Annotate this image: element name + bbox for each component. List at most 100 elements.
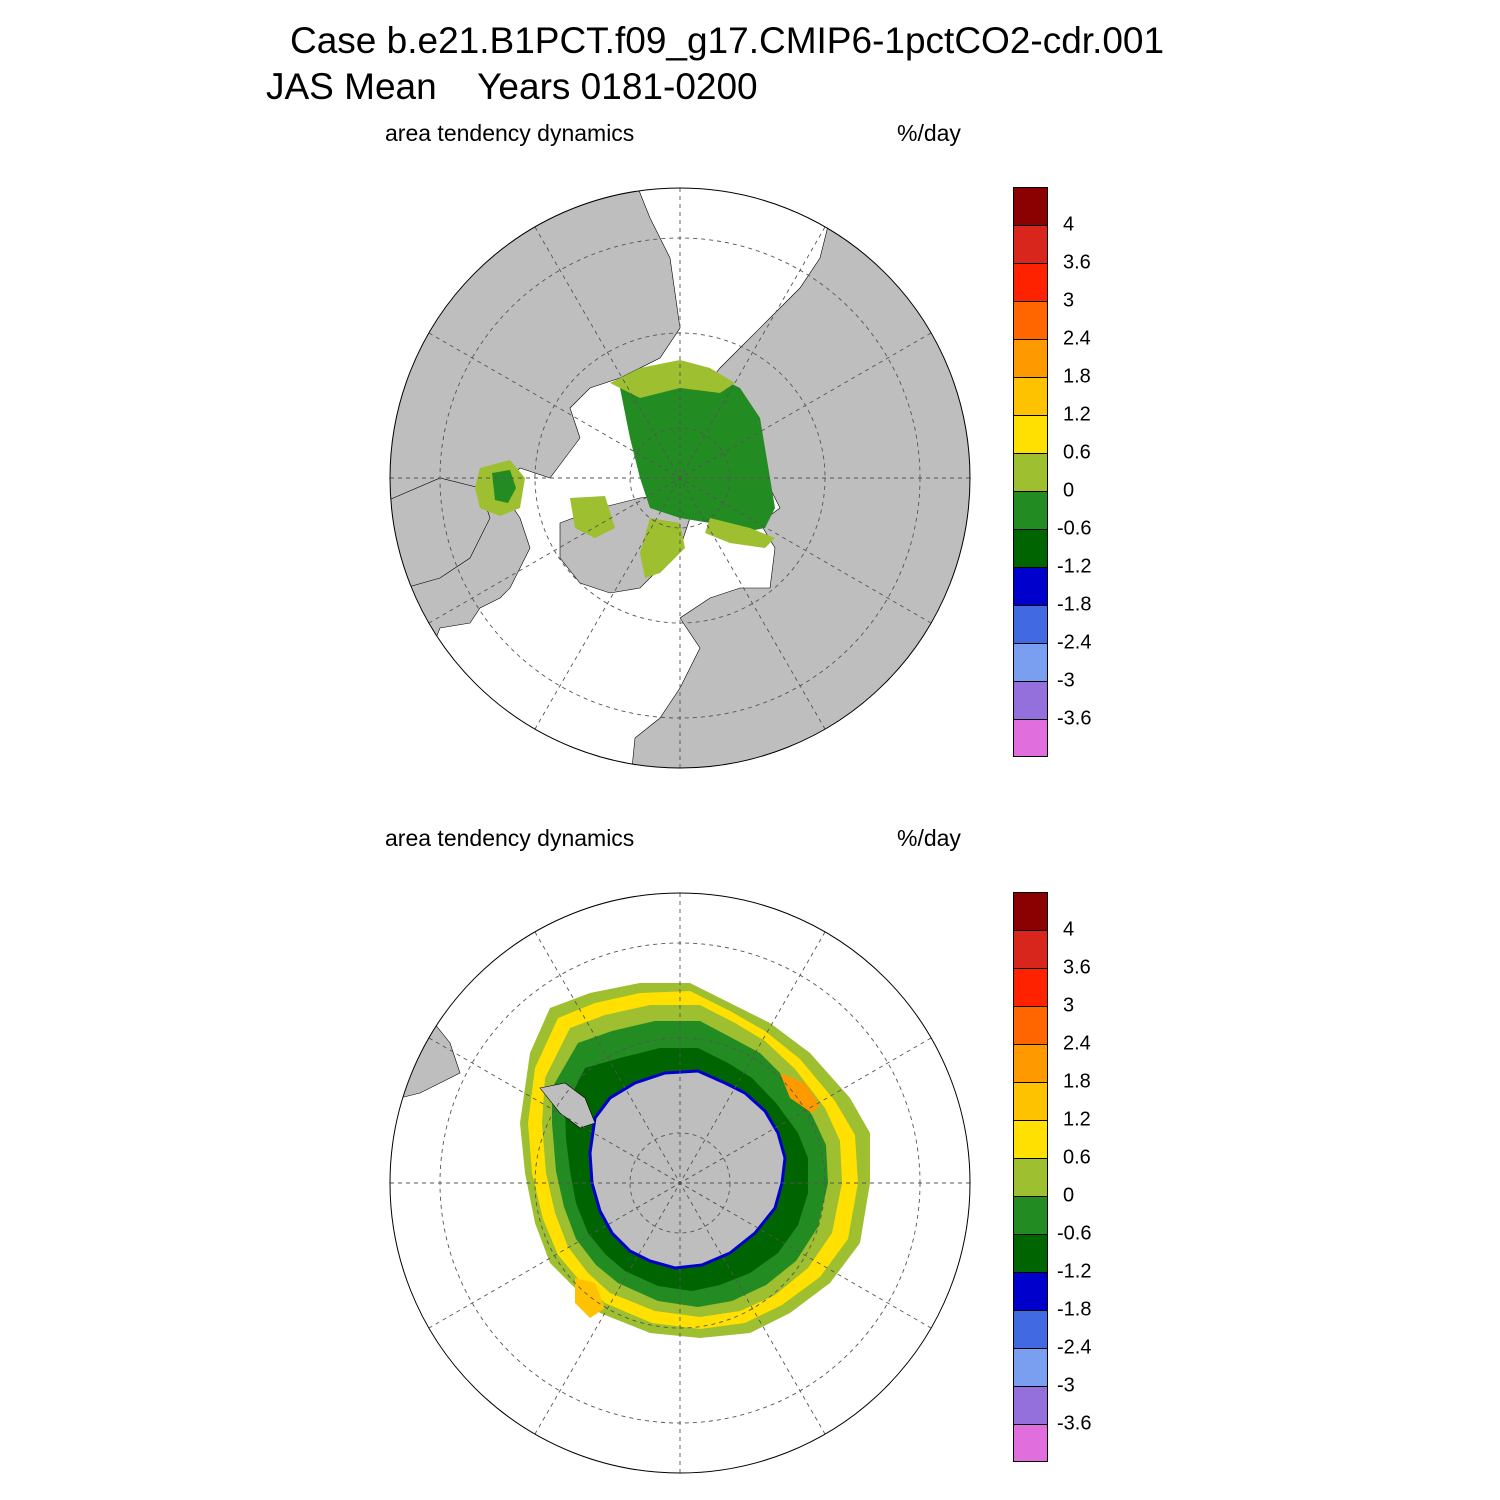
- south-colorbar-swatch: [1013, 1196, 1048, 1234]
- north-colorbar-swatch: [1013, 415, 1048, 453]
- south-colorbar: 4 3.6 3 2.4 1.8 1.2 0.6 0 -0.6 -1.2 -1.8 -2.4 -3 -3.6: [1013, 892, 1091, 1462]
- north-colorbar-label: 3.6: [1063, 251, 1091, 274]
- north-colorbar-tick: [1013, 301, 1048, 302]
- north-colorbar-tick: [1013, 719, 1048, 720]
- north-colorbar-swatch: [1013, 453, 1048, 491]
- south-colorbar-label: -1.2: [1057, 1260, 1092, 1283]
- north-colorbar-swatch: [1013, 377, 1048, 415]
- north-colorbar-label: -1.8: [1057, 593, 1092, 616]
- north-colorbar-swatch: [1013, 643, 1048, 681]
- south-colorbar-tick: [1013, 1158, 1048, 1159]
- north-colorbar-tick: [1013, 529, 1048, 530]
- north-colorbar-label: -3.6: [1057, 707, 1092, 730]
- south-variable-label: area tendency dynamics: [385, 825, 635, 851]
- north-colorbar-label: -3: [1057, 669, 1075, 692]
- north-colorbar-tick: [1013, 643, 1048, 644]
- south-colorbar-tick: [1013, 1272, 1048, 1273]
- south-colorbar-label: 2.4: [1063, 1032, 1091, 1055]
- north-colorbar-tick: [1013, 567, 1048, 568]
- south-colorbar-label: -1.8: [1057, 1298, 1092, 1321]
- north-units-label: %/day: [897, 120, 961, 146]
- south-colorbar-swatch: [1013, 1082, 1048, 1120]
- north-colorbar-tick: [1013, 263, 1048, 264]
- south-colorbar-tick: [1013, 1234, 1048, 1235]
- north-colorbar-tick: [1013, 681, 1048, 682]
- south-colorbar-swatch: [1013, 1272, 1048, 1310]
- south-units-label: %/day: [897, 825, 961, 851]
- north-colorbar-swatch: [1013, 681, 1048, 719]
- south-colorbar-tick: [1013, 1006, 1048, 1007]
- south-colorbar-tick: [1013, 1424, 1048, 1425]
- south-colorbar-swatch: [1013, 1424, 1048, 1462]
- south-colorbar-label: 4: [1063, 918, 1075, 941]
- south-colorbar-tick: [1013, 1120, 1048, 1121]
- north-colorbar-label: 3: [1063, 289, 1075, 312]
- south-colorbar-label: 1.2: [1063, 1108, 1091, 1131]
- north-colorbar-label: 2.4: [1063, 327, 1091, 350]
- south-colorbar-label: 1.8: [1063, 1070, 1091, 1093]
- south-colorbar-swatch: [1013, 892, 1048, 930]
- north-colorbar-tick: [1013, 225, 1048, 226]
- north-colorbar-swatch: [1013, 605, 1048, 643]
- south-ice-edge-blue: [588, 1069, 787, 1270]
- north-colorbar-swatch: [1013, 301, 1048, 339]
- north-colorbar-label: 4: [1063, 213, 1075, 236]
- south-colorbar-tick: [1013, 1044, 1048, 1045]
- south-colorbar-swatch: [1013, 1234, 1048, 1272]
- north-colorbar-tick: [1013, 415, 1048, 416]
- south-colorbar-label: -0.6: [1057, 1222, 1092, 1245]
- north-map-border: [389, 187, 971, 769]
- north-colorbar-swatch: [1013, 719, 1048, 757]
- north-colorbar-label: -2.4: [1057, 631, 1092, 654]
- south-colorbar-swatch: [1013, 1006, 1048, 1044]
- north-colorbar-label: -0.6: [1057, 517, 1092, 540]
- south-landmass-peninsula: [539, 1082, 596, 1129]
- north-colorbar-swatch: [1013, 225, 1048, 263]
- south-colorbar-tick: [1013, 968, 1048, 969]
- north-colorbar-label: 1.8: [1063, 365, 1091, 388]
- north-colorbar-swatch: [1013, 187, 1048, 225]
- north-colorbar: 4 3.6 3 2.4 1.8 1.2 0.6 0 -0.6 -1.2 -1.8 -2.4 -3 -3.6: [1013, 187, 1091, 757]
- north-colorbar-label: 0: [1063, 479, 1075, 502]
- south-graticule: [390, 893, 970, 1473]
- south-colorbar-swatch: [1013, 1158, 1048, 1196]
- south-field-orange-patch-2: [575, 1278, 605, 1318]
- south-colorbar-swatch: [1013, 930, 1048, 968]
- north-polar-map: [389, 187, 971, 769]
- south-map-border: [389, 892, 971, 1474]
- north-graticule: [390, 188, 970, 768]
- south-colorbar-label: 3.6: [1063, 956, 1091, 979]
- south-colorbar-swatch: [1013, 1120, 1048, 1158]
- south-colorbar-swatch: [1013, 1044, 1048, 1082]
- plot-subtitle: JAS Mean Years 0181-0200: [266, 66, 758, 107]
- south-colorbar-tick: [1013, 1310, 1048, 1311]
- north-field-arctic-rim: [610, 360, 735, 398]
- north-colorbar-swatch: [1013, 263, 1048, 301]
- north-colorbar-tick: [1013, 453, 1048, 454]
- north-variable-label: area tendency dynamics: [385, 120, 635, 146]
- south-polar-map: [389, 892, 971, 1474]
- north-colorbar-swatch: [1013, 529, 1048, 567]
- south-colorbar-label: 3: [1063, 994, 1075, 1017]
- north-colorbar-tick: [1013, 605, 1048, 606]
- south-colorbar-tick: [1013, 1082, 1048, 1083]
- north-colorbar-label: 1.2: [1063, 403, 1091, 426]
- south-colorbar-tick: [1013, 930, 1048, 931]
- plot-title: Case b.e21.B1PCT.f09_g17.CMIP6-1pctCO2-c…: [290, 20, 1165, 61]
- north-colorbar-swatch: [1013, 339, 1048, 377]
- south-colorbar-label: -3.6: [1057, 1412, 1092, 1435]
- north-colorbar-swatch: [1013, 491, 1048, 529]
- south-colorbar-label: -3: [1057, 1374, 1075, 1397]
- south-colorbar-label: 0.6: [1063, 1146, 1091, 1169]
- south-colorbar-tick: [1013, 1348, 1048, 1349]
- north-colorbar-tick: [1013, 339, 1048, 340]
- north-colorbar-tick: [1013, 491, 1048, 492]
- south-colorbar-swatch: [1013, 1386, 1048, 1424]
- north-colorbar-tick: [1013, 377, 1048, 378]
- south-colorbar-swatch: [1013, 1310, 1048, 1348]
- south-field-orange-patch: [780, 1073, 820, 1113]
- north-field-siberian-shelf: [705, 518, 775, 548]
- north-colorbar-swatch: [1013, 567, 1048, 605]
- south-colorbar-swatch: [1013, 968, 1048, 1006]
- south-colorbar-swatch: [1013, 1348, 1048, 1386]
